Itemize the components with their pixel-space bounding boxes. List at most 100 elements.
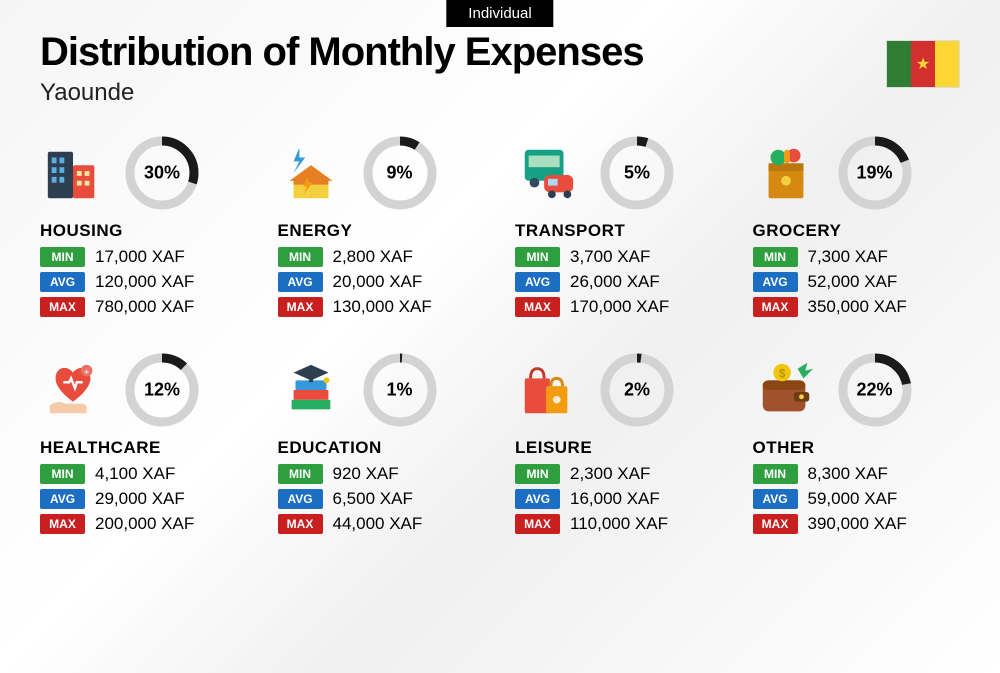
max-badge: MAX [753, 297, 798, 317]
avg-value: 120,000 XAF [95, 272, 194, 292]
avg-value: 29,000 XAF [95, 489, 185, 509]
bus-car-icon [515, 140, 581, 206]
stat-avg: AVG 120,000 XAF [40, 272, 248, 292]
avg-badge: AVG [753, 489, 798, 509]
percent-donut: 19% [837, 135, 913, 211]
min-value: 2,800 XAF [333, 247, 413, 267]
stat-avg: AVG 59,000 XAF [753, 489, 961, 509]
min-badge: MIN [278, 247, 323, 267]
stat-max: MAX 390,000 XAF [753, 514, 961, 534]
min-value: 8,300 XAF [808, 464, 888, 484]
stat-max: MAX 200,000 XAF [40, 514, 248, 534]
min-value: 4,100 XAF [95, 464, 175, 484]
avg-badge: AVG [40, 272, 85, 292]
stat-min: MIN 8,300 XAF [753, 464, 961, 484]
percent-donut: 30% [124, 135, 200, 211]
avg-value: 59,000 XAF [808, 489, 898, 509]
avg-badge: AVG [40, 489, 85, 509]
category-name: LEISURE [515, 438, 723, 458]
stat-min: MIN 17,000 XAF [40, 247, 248, 267]
max-badge: MAX [753, 514, 798, 534]
avg-value: 16,000 XAF [570, 489, 660, 509]
stat-max: MAX 44,000 XAF [278, 514, 486, 534]
min-badge: MIN [40, 247, 85, 267]
expense-card-leisure: 2% LEISURE MIN 2,300 XAF AVG 16,000 XAF … [515, 352, 723, 539]
stat-min: MIN 920 XAF [278, 464, 486, 484]
stat-avg: AVG 6,500 XAF [278, 489, 486, 509]
avg-badge: AVG [515, 489, 560, 509]
min-value: 17,000 XAF [95, 247, 185, 267]
avg-badge: AVG [278, 489, 323, 509]
grocery-bag-icon [753, 140, 819, 206]
stat-min: MIN 3,700 XAF [515, 247, 723, 267]
stat-min: MIN 2,800 XAF [278, 247, 486, 267]
avg-value: 26,000 XAF [570, 272, 660, 292]
min-value: 3,700 XAF [570, 247, 650, 267]
percent-label: 1% [386, 380, 412, 401]
min-value: 7,300 XAF [808, 247, 888, 267]
min-badge: MIN [515, 247, 560, 267]
avg-value: 52,000 XAF [808, 272, 898, 292]
min-badge: MIN [515, 464, 560, 484]
max-value: 170,000 XAF [570, 297, 669, 317]
max-value: 44,000 XAF [333, 514, 423, 534]
avg-value: 6,500 XAF [333, 489, 413, 509]
expense-card-other: $ 22% OTHER MIN 8,300 XAF AVG 59,000 XAF… [753, 352, 961, 539]
min-value: 2,300 XAF [570, 464, 650, 484]
max-badge: MAX [278, 297, 323, 317]
stat-min: MIN 7,300 XAF [753, 247, 961, 267]
min-badge: MIN [753, 247, 798, 267]
stat-min: MIN 4,100 XAF [40, 464, 248, 484]
max-value: 200,000 XAF [95, 514, 194, 534]
percent-label: 30% [144, 163, 180, 184]
stat-avg: AVG 20,000 XAF [278, 272, 486, 292]
max-badge: MAX [515, 297, 560, 317]
max-badge: MAX [515, 514, 560, 534]
percent-donut: 2% [599, 352, 675, 428]
svg-text:+: + [84, 367, 89, 377]
expense-card-transport: 5% TRANSPORT MIN 3,700 XAF AVG 26,000 XA… [515, 135, 723, 322]
min-badge: MIN [278, 464, 323, 484]
shopping-bags-icon [515, 357, 581, 423]
category-name: OTHER [753, 438, 961, 458]
heart-hand-icon: + [40, 357, 106, 423]
bolt-house-icon [278, 140, 344, 206]
max-value: 110,000 XAF [570, 514, 668, 534]
avg-value: 20,000 XAF [333, 272, 423, 292]
stat-max: MAX 130,000 XAF [278, 297, 486, 317]
stat-max: MAX 350,000 XAF [753, 297, 961, 317]
svg-text:$: $ [778, 367, 785, 380]
expense-card-housing: 30% HOUSING MIN 17,000 XAF AVG 120,000 X… [40, 135, 248, 322]
page-title: Distribution of Monthly Expenses [40, 30, 644, 75]
avg-badge: AVG [753, 272, 798, 292]
max-badge: MAX [40, 514, 85, 534]
page-subtitle: Yaounde [40, 79, 644, 107]
wallet-icon: $ [753, 357, 819, 423]
category-tag: Individual [446, 0, 553, 27]
stat-min: MIN 2,300 XAF [515, 464, 723, 484]
expense-card-healthcare: + 12% HEALTHCARE MIN 4,100 XAF AVG 29,00… [40, 352, 248, 539]
min-badge: MIN [40, 464, 85, 484]
expense-card-grocery: 19% GROCERY MIN 7,300 XAF AVG 52,000 XAF… [753, 135, 961, 322]
percent-donut: 22% [837, 352, 913, 428]
max-badge: MAX [40, 297, 85, 317]
percent-donut: 5% [599, 135, 675, 211]
stat-avg: AVG 52,000 XAF [753, 272, 961, 292]
percent-label: 5% [624, 163, 650, 184]
min-badge: MIN [753, 464, 798, 484]
category-name: EDUCATION [278, 438, 486, 458]
category-name: ENERGY [278, 221, 486, 241]
max-value: 350,000 XAF [808, 297, 907, 317]
percent-label: 2% [624, 380, 650, 401]
max-value: 780,000 XAF [95, 297, 194, 317]
max-value: 390,000 XAF [808, 514, 907, 534]
stat-avg: AVG 16,000 XAF [515, 489, 723, 509]
avg-badge: AVG [278, 272, 323, 292]
percent-donut: 12% [124, 352, 200, 428]
stat-avg: AVG 26,000 XAF [515, 272, 723, 292]
category-name: HEALTHCARE [40, 438, 248, 458]
percent-label: 12% [144, 380, 180, 401]
category-name: TRANSPORT [515, 221, 723, 241]
percent-label: 9% [386, 163, 412, 184]
percent-label: 19% [856, 163, 892, 184]
